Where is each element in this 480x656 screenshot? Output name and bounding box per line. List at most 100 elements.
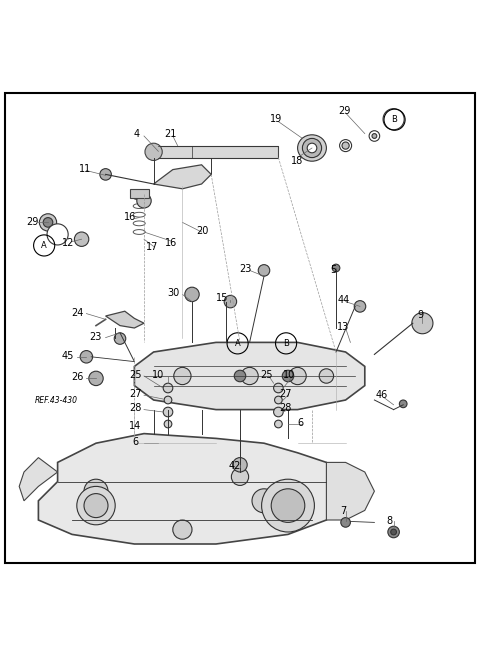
Text: 44: 44 bbox=[337, 295, 349, 305]
Text: 20: 20 bbox=[196, 226, 209, 236]
Text: 10: 10 bbox=[152, 370, 165, 380]
Circle shape bbox=[47, 224, 68, 245]
Circle shape bbox=[89, 371, 103, 386]
Text: 7: 7 bbox=[340, 506, 347, 516]
Circle shape bbox=[289, 367, 306, 384]
Circle shape bbox=[224, 295, 237, 308]
Text: 25: 25 bbox=[260, 370, 273, 380]
Polygon shape bbox=[134, 342, 365, 409]
Text: 9: 9 bbox=[417, 310, 423, 319]
Circle shape bbox=[383, 109, 404, 130]
Circle shape bbox=[354, 300, 366, 312]
Circle shape bbox=[241, 367, 258, 384]
Text: 27: 27 bbox=[279, 389, 292, 399]
Text: 6: 6 bbox=[132, 438, 138, 447]
Circle shape bbox=[185, 287, 199, 302]
Text: 16: 16 bbox=[123, 212, 136, 222]
Bar bbox=[130, 189, 149, 198]
Text: 25: 25 bbox=[129, 370, 142, 380]
Circle shape bbox=[412, 313, 433, 334]
Text: 27: 27 bbox=[129, 389, 142, 399]
Circle shape bbox=[163, 383, 173, 393]
Bar bbox=[158, 146, 278, 157]
Text: 45: 45 bbox=[62, 351, 74, 361]
Circle shape bbox=[84, 479, 108, 503]
Text: 16: 16 bbox=[165, 237, 177, 247]
Circle shape bbox=[84, 493, 108, 518]
Circle shape bbox=[137, 194, 151, 208]
Text: 26: 26 bbox=[72, 372, 84, 382]
Text: 30: 30 bbox=[168, 289, 180, 298]
Ellipse shape bbox=[372, 134, 377, 138]
Circle shape bbox=[319, 369, 334, 383]
Circle shape bbox=[252, 489, 276, 513]
Text: 23: 23 bbox=[240, 264, 252, 274]
Circle shape bbox=[388, 526, 399, 538]
Circle shape bbox=[391, 529, 396, 535]
Circle shape bbox=[275, 396, 282, 404]
Text: 23: 23 bbox=[89, 332, 101, 342]
Circle shape bbox=[174, 367, 191, 384]
Ellipse shape bbox=[302, 138, 322, 157]
Text: 18: 18 bbox=[290, 156, 303, 166]
Text: 4: 4 bbox=[134, 129, 140, 139]
Circle shape bbox=[164, 396, 172, 404]
Circle shape bbox=[145, 143, 162, 161]
Polygon shape bbox=[38, 434, 346, 544]
Text: 42: 42 bbox=[229, 461, 241, 471]
Text: 13: 13 bbox=[337, 322, 349, 332]
Text: A: A bbox=[41, 241, 47, 250]
Text: 19: 19 bbox=[270, 114, 282, 124]
Text: 17: 17 bbox=[145, 242, 158, 253]
Ellipse shape bbox=[298, 134, 326, 161]
Text: A: A bbox=[235, 339, 240, 348]
Circle shape bbox=[164, 420, 172, 428]
Text: 6: 6 bbox=[297, 418, 303, 428]
Circle shape bbox=[262, 479, 314, 532]
Circle shape bbox=[231, 468, 249, 485]
Circle shape bbox=[274, 383, 283, 393]
Circle shape bbox=[282, 370, 294, 382]
Text: 11: 11 bbox=[79, 163, 92, 174]
Circle shape bbox=[39, 214, 57, 231]
Circle shape bbox=[114, 333, 126, 344]
Polygon shape bbox=[19, 458, 58, 501]
Text: B: B bbox=[283, 339, 289, 348]
Polygon shape bbox=[154, 165, 211, 189]
Text: B: B bbox=[392, 115, 397, 124]
Circle shape bbox=[100, 169, 111, 180]
Text: REF.43-430: REF.43-430 bbox=[35, 396, 78, 405]
Circle shape bbox=[80, 350, 93, 363]
Circle shape bbox=[233, 458, 247, 472]
Text: 8: 8 bbox=[387, 516, 393, 526]
Circle shape bbox=[274, 407, 283, 417]
Circle shape bbox=[74, 232, 89, 247]
Text: 28: 28 bbox=[279, 403, 292, 413]
Circle shape bbox=[43, 218, 53, 227]
Text: 29: 29 bbox=[26, 217, 39, 228]
Circle shape bbox=[77, 486, 115, 525]
Ellipse shape bbox=[307, 143, 317, 153]
Polygon shape bbox=[106, 311, 144, 328]
Circle shape bbox=[332, 264, 340, 272]
Circle shape bbox=[341, 518, 350, 527]
Circle shape bbox=[271, 489, 305, 522]
Text: 10: 10 bbox=[283, 370, 295, 380]
Text: 14: 14 bbox=[129, 421, 142, 432]
Circle shape bbox=[234, 370, 246, 382]
Circle shape bbox=[173, 520, 192, 539]
Polygon shape bbox=[326, 462, 374, 520]
Text: 5: 5 bbox=[330, 266, 337, 276]
Text: 46: 46 bbox=[375, 390, 388, 400]
Text: 21: 21 bbox=[164, 129, 177, 139]
Text: 24: 24 bbox=[72, 308, 84, 318]
Ellipse shape bbox=[369, 131, 380, 141]
Circle shape bbox=[275, 420, 282, 428]
Ellipse shape bbox=[342, 142, 349, 149]
Text: 12: 12 bbox=[62, 237, 74, 247]
Circle shape bbox=[258, 264, 270, 276]
Circle shape bbox=[163, 407, 173, 417]
Text: 29: 29 bbox=[338, 106, 351, 116]
Text: 28: 28 bbox=[129, 403, 142, 413]
Ellipse shape bbox=[339, 140, 351, 152]
